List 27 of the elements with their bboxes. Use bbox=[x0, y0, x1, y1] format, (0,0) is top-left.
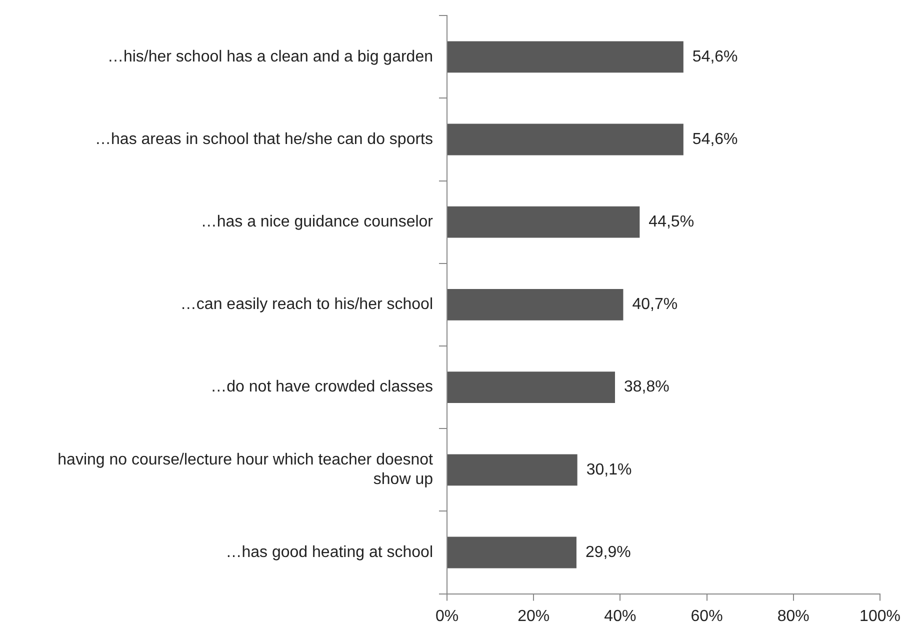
bar bbox=[448, 454, 578, 486]
x-tick-label: 100% bbox=[860, 608, 900, 625]
y-tick-label: …has good heating at school bbox=[226, 544, 433, 561]
y-tick-label: …has areas in school that he/she can do sports bbox=[95, 130, 433, 148]
data-label: 38,8% bbox=[624, 378, 670, 396]
y-tick-label: …his/her school has a clean and a big garden bbox=[107, 48, 433, 66]
x-tick-label: 20% bbox=[518, 608, 550, 625]
data-label: 54,6% bbox=[692, 130, 738, 148]
data-label: 40,7% bbox=[632, 296, 678, 314]
bar bbox=[448, 536, 576, 568]
bar bbox=[448, 372, 616, 403]
bar bbox=[448, 289, 624, 320]
data-label: 44,5% bbox=[648, 214, 694, 231]
bar bbox=[448, 206, 640, 238]
x-tick-label: 60% bbox=[690, 608, 723, 625]
data-label: 30,1% bbox=[586, 461, 632, 478]
y-tick-label: …do not have crowded classes bbox=[210, 378, 433, 396]
y-tick-label: …can easily reach to his/her school bbox=[180, 296, 433, 314]
bar bbox=[448, 41, 684, 73]
x-tick-label: 80% bbox=[777, 608, 810, 625]
data-label: 54,6% bbox=[692, 48, 738, 66]
data-label: 29,9% bbox=[585, 544, 631, 561]
y-tick-label: having no course/lecture hour which teacher doesnot show up bbox=[58, 452, 434, 488]
bar bbox=[448, 124, 684, 156]
y-tick-label: …has a nice guidance counselor bbox=[200, 214, 434, 231]
x-tick-label: 0% bbox=[435, 608, 459, 625]
x-tick-label: 40% bbox=[604, 608, 636, 625]
